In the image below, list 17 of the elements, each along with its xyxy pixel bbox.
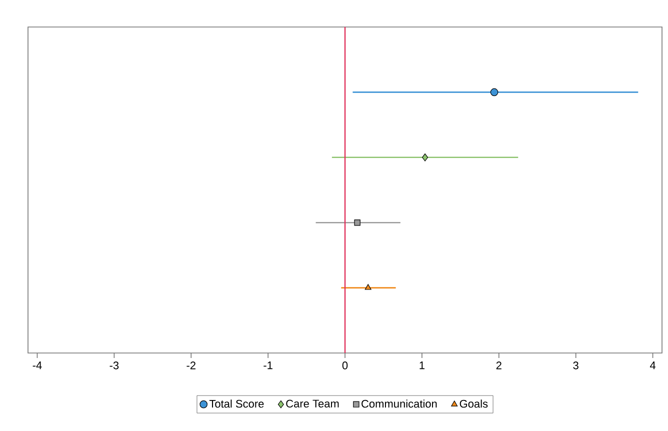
legend-label: Total Score	[209, 400, 264, 408]
point	[422, 154, 428, 162]
x-tick-label: 2	[496, 362, 502, 370]
x-tick-label: -4	[32, 362, 42, 370]
x-tick-label: 1	[420, 362, 424, 370]
x-tick-label: 4	[650, 362, 656, 370]
point	[490, 88, 498, 96]
point	[354, 220, 360, 226]
legend-label: Goals	[460, 400, 488, 408]
legend-label: Care Team	[286, 400, 339, 408]
legend-label: Communication	[362, 400, 437, 408]
point	[364, 284, 372, 290]
x-tick-label: 0	[342, 362, 348, 370]
x-tick-label: -1	[264, 362, 272, 370]
x-tick-label: -3	[110, 362, 119, 370]
x-tick-label: -2	[186, 362, 196, 370]
x-tick-label: 3	[573, 362, 578, 370]
